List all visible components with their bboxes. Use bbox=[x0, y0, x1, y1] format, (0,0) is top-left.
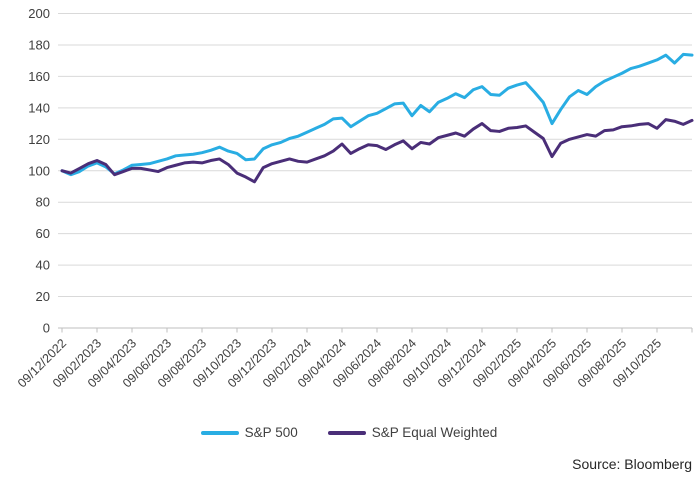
y-axis-label: 140 bbox=[28, 100, 50, 115]
y-axis-label: 80 bbox=[36, 195, 50, 210]
y-axis-label: 40 bbox=[36, 258, 50, 273]
equal-weighted-line bbox=[60, 118, 694, 184]
y-axis-label: 20 bbox=[36, 289, 50, 304]
y-axis-label: 120 bbox=[28, 132, 50, 147]
y-axis-label: 180 bbox=[28, 37, 50, 52]
sp500-line bbox=[60, 52, 694, 177]
legend-item-equal-weighted: S&P Equal Weighted bbox=[327, 424, 498, 442]
y-axis-label: 200 bbox=[28, 6, 50, 21]
legend-label-sp500: S&P 500 bbox=[244, 425, 298, 440]
y-axis-label: 160 bbox=[28, 69, 50, 84]
equal-weighted-line-swatch bbox=[327, 431, 366, 435]
source-attribution: Source: Bloomberg bbox=[572, 456, 692, 472]
y-axis-label: 60 bbox=[36, 226, 50, 241]
chart-legend: S&P 500 S&P Equal Weighted bbox=[0, 424, 698, 442]
legend-label-equal-weighted: S&P Equal Weighted bbox=[371, 425, 498, 440]
legend-item-sp500: S&P 500 bbox=[200, 424, 298, 442]
line-chart-plot: 02040608010012014016018020009/12/202209/… bbox=[15, 6, 694, 390]
y-axis-label: 100 bbox=[28, 163, 50, 178]
y-axis-label: 0 bbox=[43, 321, 50, 336]
sp500-line-swatch bbox=[200, 431, 239, 435]
